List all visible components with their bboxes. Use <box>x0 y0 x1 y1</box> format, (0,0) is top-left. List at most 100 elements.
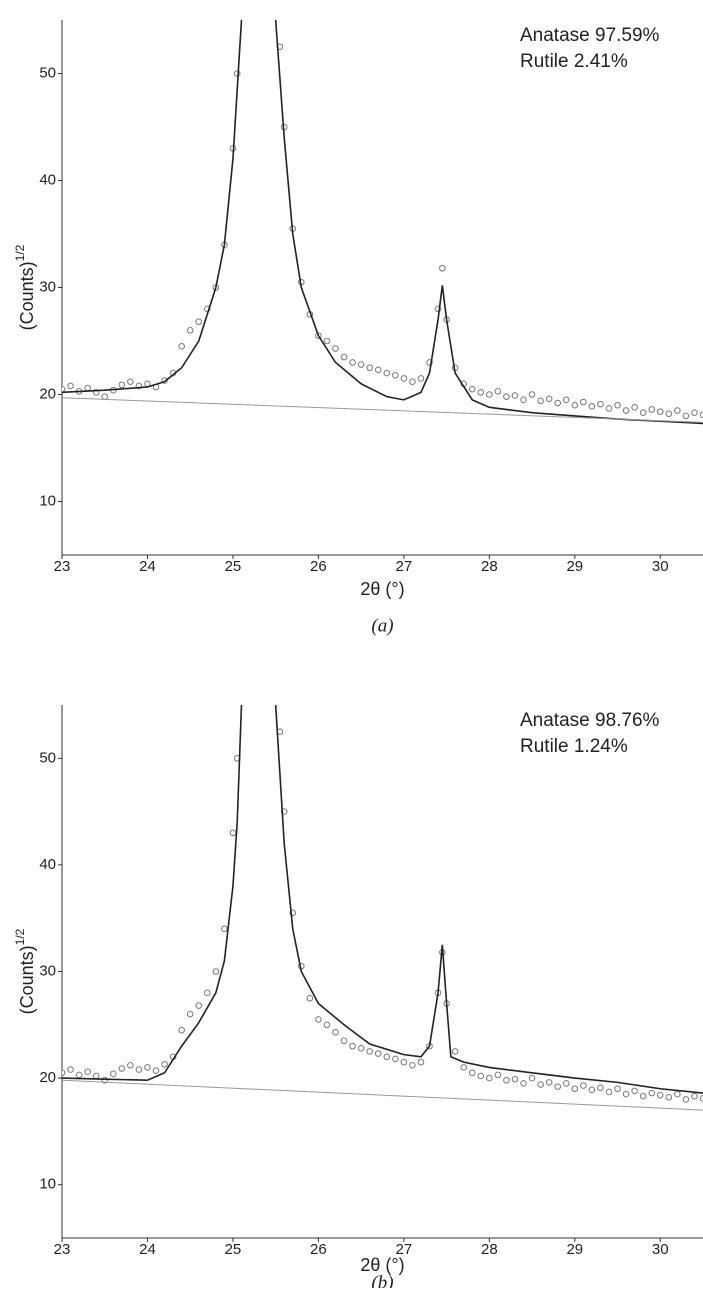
data-point <box>84 384 91 392</box>
data-point <box>699 411 703 419</box>
data-point <box>562 396 570 404</box>
data-point <box>554 1083 562 1090</box>
data-point <box>605 1088 613 1096</box>
data-point <box>494 1071 502 1079</box>
y-tick-label: 40 <box>39 856 56 873</box>
data-point <box>699 1095 703 1102</box>
data-point <box>691 409 698 416</box>
data-point <box>665 410 673 418</box>
data-point <box>323 337 331 345</box>
data-point <box>366 1048 373 1055</box>
panel: 10 20 30 40 50 23 24 25 26 27 28 29 30 2θ (°) (a) (Coun… <box>13 20 703 636</box>
x-tick-label: 28 <box>481 1241 498 1258</box>
data-point <box>127 1062 134 1069</box>
curve <box>62 1079 703 1111</box>
data-point <box>682 1096 690 1103</box>
y-tick-label: 20 <box>39 1069 56 1086</box>
data-point <box>588 402 596 410</box>
data-point <box>101 393 109 400</box>
data-point <box>580 1082 587 1089</box>
data-point <box>409 378 416 385</box>
data-point <box>503 393 510 400</box>
data-point <box>118 1065 126 1072</box>
data-point <box>477 389 485 396</box>
data-point <box>494 387 502 395</box>
data-point <box>511 1075 519 1083</box>
y-axis-title: (Counts)1/2 <box>13 244 37 330</box>
data-point <box>622 1090 630 1098</box>
data-point <box>195 318 203 326</box>
data-point <box>229 829 237 837</box>
x-tick-label: 29 <box>566 558 583 575</box>
caption: (b) <box>371 1272 393 1288</box>
data-point <box>639 409 647 416</box>
data-point <box>349 359 356 366</box>
data-point <box>186 327 194 334</box>
data-point <box>400 375 408 382</box>
y-tick-label: 50 <box>39 64 56 81</box>
data-point <box>545 395 553 403</box>
data-point <box>468 385 476 393</box>
y-axis-title-sup: 1/2 <box>13 928 27 945</box>
data-point <box>665 1093 673 1101</box>
data-point <box>451 1048 459 1055</box>
data-point <box>118 381 126 389</box>
data-point <box>127 378 134 385</box>
data-point <box>656 1091 664 1099</box>
data-point <box>597 400 604 408</box>
data-point <box>528 391 536 398</box>
y-tick-label: 20 <box>39 385 56 402</box>
data-point <box>580 398 587 406</box>
x-tick-label: 29 <box>566 1241 583 1258</box>
data-point <box>392 1055 399 1063</box>
annotation: Anatase 97.59% <box>520 25 660 46</box>
data-point <box>178 1026 185 1034</box>
data-point <box>178 343 185 350</box>
data-point <box>631 1087 638 1095</box>
data-point <box>212 968 220 975</box>
data-point <box>614 401 621 409</box>
data-point <box>92 1072 100 1080</box>
x-axis-title: 2θ (°) <box>360 1255 404 1275</box>
data-point <box>374 1050 382 1057</box>
data-point <box>554 399 562 407</box>
annotation: Anatase 98.76% <box>520 710 660 731</box>
data-point <box>545 1079 553 1086</box>
x-tick-label: 27 <box>396 558 413 575</box>
data-point <box>161 1060 168 1068</box>
data-point <box>648 406 656 413</box>
y-tick-label: 30 <box>39 962 56 979</box>
data-point <box>67 382 74 390</box>
data-point <box>682 412 690 420</box>
data-point <box>221 925 228 933</box>
data-point <box>357 361 365 368</box>
data-point <box>67 1066 74 1073</box>
curve <box>62 705 703 1094</box>
data-point <box>571 401 579 409</box>
y-tick-label: 30 <box>39 278 56 295</box>
x-tick-label: 30 <box>652 558 669 575</box>
y-axis-title: (Counts)1/2 <box>13 928 37 1014</box>
plot-area <box>62 705 703 1111</box>
data-point <box>622 407 630 414</box>
y-axis-title-sup: 1/2 <box>13 244 27 261</box>
y-axis-title-main: (Counts) <box>17 261 37 330</box>
data-point <box>614 1085 621 1093</box>
data-point <box>468 1069 476 1077</box>
data-point <box>674 1090 681 1098</box>
data-point <box>392 371 399 379</box>
data-point <box>340 1037 348 1045</box>
x-tick-label: 25 <box>225 1241 242 1258</box>
data-point <box>571 1085 579 1093</box>
data-point <box>84 1068 91 1076</box>
data-point <box>674 407 681 414</box>
data-point <box>195 1002 203 1009</box>
annotation: Rutile 2.41% <box>520 51 628 72</box>
x-tick-label: 24 <box>139 1241 156 1258</box>
data-point <box>597 1084 604 1091</box>
data-point <box>383 369 391 377</box>
panel: 10 20 30 40 50 23 24 25 26 27 28 29 30 2θ (°)(b) (Coun… <box>13 705 703 1293</box>
data-point <box>486 1074 493 1082</box>
x-tick-label: 24 <box>139 558 156 575</box>
data-point <box>383 1053 391 1061</box>
